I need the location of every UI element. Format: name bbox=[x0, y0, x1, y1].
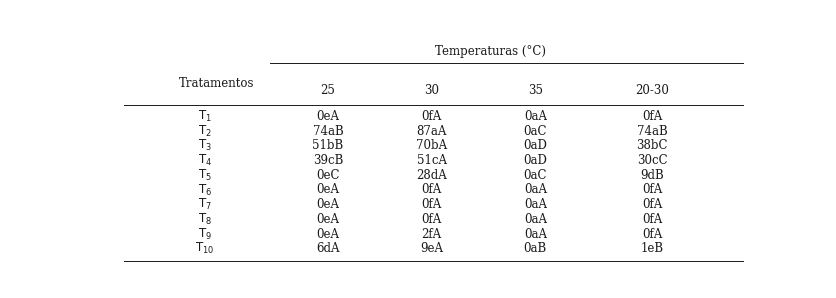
Text: 0fA: 0fA bbox=[421, 110, 441, 123]
Text: $\mathrm{T_8}$: $\mathrm{T_8}$ bbox=[198, 212, 212, 227]
Text: 0aD: 0aD bbox=[523, 139, 548, 152]
Text: 0eA: 0eA bbox=[317, 184, 339, 196]
Text: 2fA: 2fA bbox=[421, 227, 441, 240]
Text: 0aD: 0aD bbox=[523, 154, 548, 167]
Text: 6dA: 6dA bbox=[316, 242, 339, 255]
Text: 0aA: 0aA bbox=[524, 184, 547, 196]
Text: 30cC: 30cC bbox=[637, 154, 667, 167]
Text: $\mathrm{T_9}$: $\mathrm{T_9}$ bbox=[198, 226, 212, 242]
Text: 87aA: 87aA bbox=[416, 125, 447, 138]
Text: 51bB: 51bB bbox=[313, 139, 344, 152]
Text: 0aC: 0aC bbox=[523, 169, 547, 182]
Text: $\mathrm{T_6}$: $\mathrm{T_6}$ bbox=[198, 182, 212, 198]
Text: 25: 25 bbox=[320, 84, 335, 97]
Text: Tratamentos: Tratamentos bbox=[179, 77, 254, 91]
Text: 0aA: 0aA bbox=[524, 110, 547, 123]
Text: 0aA: 0aA bbox=[524, 213, 547, 226]
Text: $\mathrm{T_5}$: $\mathrm{T_5}$ bbox=[198, 168, 212, 183]
Text: 0fA: 0fA bbox=[642, 213, 662, 226]
Text: 35: 35 bbox=[528, 84, 543, 97]
Text: 0eA: 0eA bbox=[317, 198, 339, 211]
Text: 9dB: 9dB bbox=[640, 169, 664, 182]
Text: 0fA: 0fA bbox=[642, 198, 662, 211]
Text: $\mathrm{T_4}$: $\mathrm{T_4}$ bbox=[198, 153, 212, 168]
Text: $\mathrm{T_2}$: $\mathrm{T_2}$ bbox=[198, 124, 212, 139]
Text: 0aA: 0aA bbox=[524, 198, 547, 211]
Text: 0eC: 0eC bbox=[316, 169, 339, 182]
Text: 0fA: 0fA bbox=[421, 213, 441, 226]
Text: 0eA: 0eA bbox=[317, 227, 339, 240]
Text: 74aB: 74aB bbox=[313, 125, 344, 138]
Text: 70bA: 70bA bbox=[416, 139, 447, 152]
Text: 0aC: 0aC bbox=[523, 125, 547, 138]
Text: 39cB: 39cB bbox=[313, 154, 344, 167]
Text: 20-30: 20-30 bbox=[635, 84, 669, 97]
Text: 0eA: 0eA bbox=[317, 213, 339, 226]
Text: 0fA: 0fA bbox=[642, 184, 662, 196]
Text: 51cA: 51cA bbox=[416, 154, 446, 167]
Text: 0fA: 0fA bbox=[642, 110, 662, 123]
Text: 0aB: 0aB bbox=[523, 242, 547, 255]
Text: 0aA: 0aA bbox=[524, 227, 547, 240]
Text: 74aB: 74aB bbox=[636, 125, 667, 138]
Text: $\mathrm{T_3}$: $\mathrm{T_3}$ bbox=[198, 138, 212, 153]
Text: $\mathrm{T_7}$: $\mathrm{T_7}$ bbox=[198, 197, 212, 212]
Text: 0fA: 0fA bbox=[642, 227, 662, 240]
Text: $\mathrm{T_{10}}$: $\mathrm{T_{10}}$ bbox=[196, 241, 215, 256]
Text: Temperaturas (°C): Temperaturas (°C) bbox=[435, 45, 546, 58]
Text: 9eA: 9eA bbox=[421, 242, 443, 255]
Text: 38bC: 38bC bbox=[636, 139, 668, 152]
Text: 30: 30 bbox=[424, 84, 439, 97]
Text: 0eA: 0eA bbox=[317, 110, 339, 123]
Text: 0fA: 0fA bbox=[421, 198, 441, 211]
Text: 28dA: 28dA bbox=[416, 169, 447, 182]
Text: 0fA: 0fA bbox=[421, 184, 441, 196]
Text: 1eB: 1eB bbox=[640, 242, 664, 255]
Text: $\mathrm{T_1}$: $\mathrm{T_1}$ bbox=[198, 109, 212, 124]
